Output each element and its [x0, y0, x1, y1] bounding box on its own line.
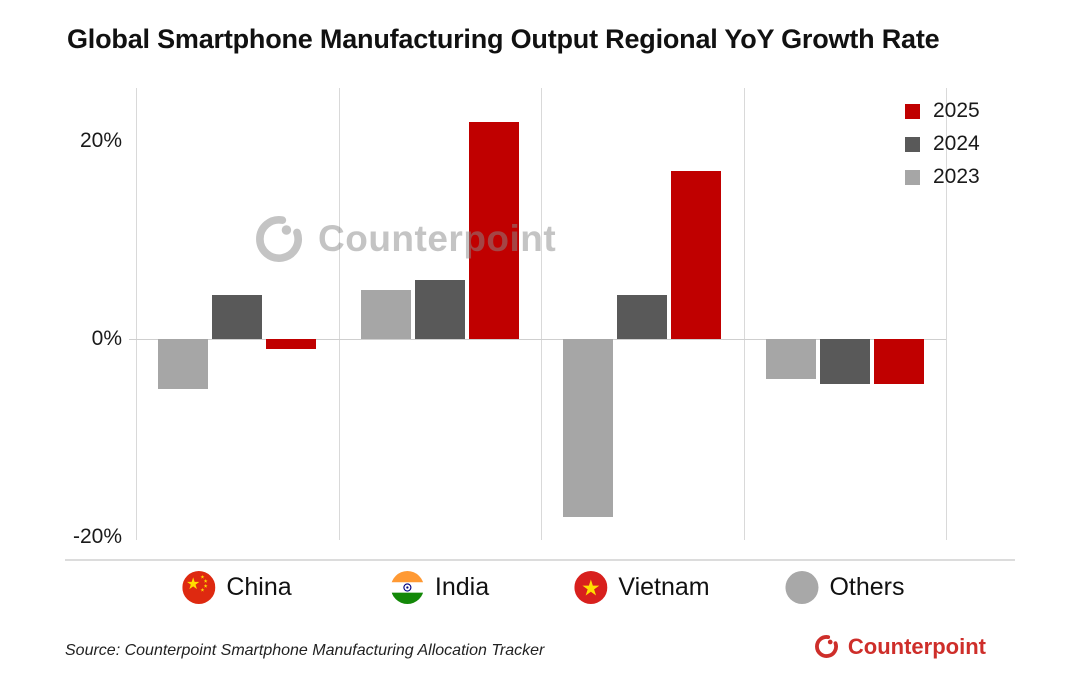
counterpoint-brand: Counterpoint [813, 633, 986, 660]
legend-swatch-2025 [905, 103, 920, 119]
group-separator-line [946, 88, 947, 540]
bar-india-2025 [468, 121, 519, 340]
others-dot-icon [785, 570, 819, 604]
axis-bottom-separator [65, 559, 1015, 561]
bar-others-2023 [765, 339, 816, 379]
bar-india-2024 [414, 280, 465, 340]
counterpoint-logo-icon [814, 635, 838, 658]
legend-item-2024: 2024 [905, 132, 980, 155]
bar-vietnam-2025 [671, 171, 722, 340]
legend-item-2025: 2025 [905, 99, 980, 122]
y-tick-label--20: -20% [72, 525, 122, 549]
zero-baseline [129, 339, 946, 341]
category-item-vietnam: Vietnam [574, 570, 710, 604]
legend-item-2023: 2023 [905, 165, 980, 188]
category-item-india: India [390, 570, 490, 604]
category-label: China [226, 572, 292, 601]
category-item-china: China [182, 570, 292, 604]
india-flag-icon [390, 570, 424, 604]
bar-china-2023 [158, 339, 209, 389]
legend-swatch-2024 [905, 136, 920, 152]
group-separator-line [743, 88, 745, 540]
chart-title: Global Smartphone Manufacturing Output R… [67, 24, 940, 54]
vietnam-flag-icon [574, 570, 608, 604]
category-label: Others [829, 572, 905, 601]
bar-china-2024 [212, 294, 263, 340]
y-tick-label-0: 0% [91, 327, 122, 351]
legend-label: 2024 [933, 132, 980, 155]
bar-others-2024 [819, 339, 870, 384]
bar-vietnam-2023 [563, 339, 614, 518]
bar-vietnam-2024 [617, 294, 668, 340]
bar-india-2023 [360, 289, 411, 340]
chart-legend: 2025 2024 2023 [905, 99, 980, 199]
legend-label: 2023 [933, 165, 980, 188]
category-label: Vietnam [618, 572, 710, 601]
china-flag-icon [182, 570, 216, 604]
group-separator-line [136, 88, 137, 540]
category-labels-row: China India Vietnam Others [0, 570, 1080, 606]
source-note: Source: Counterpoint Smartphone Manufact… [65, 642, 545, 659]
bar-others-2025 [873, 339, 924, 384]
group-separator-line [338, 88, 340, 540]
plot-area [129, 88, 947, 560]
legend-swatch-2023 [905, 169, 920, 185]
group-separator-line [541, 88, 542, 540]
category-label: India [434, 572, 490, 601]
y-tick-label-20: 20% [79, 129, 122, 153]
legend-label: 2025 [933, 99, 980, 122]
brand-name: Counterpoint [847, 633, 986, 659]
category-item-others: Others [785, 570, 905, 604]
bar-china-2025 [266, 339, 317, 350]
